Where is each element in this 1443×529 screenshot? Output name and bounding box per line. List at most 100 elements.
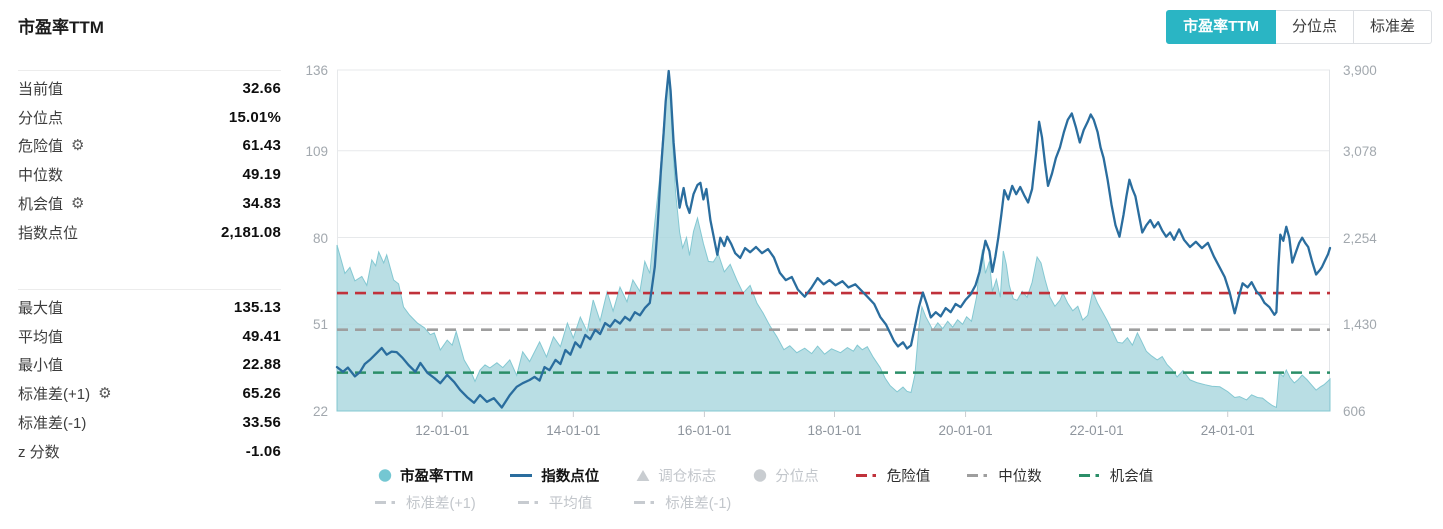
tab-pe-ttm[interactable]: 市盈率TTM xyxy=(1166,10,1276,44)
stat-row-mean: 平均值 49.41 xyxy=(18,322,281,351)
stat-value-median: 49.19 xyxy=(242,166,281,184)
legend-item-rebalance-flag[interactable]: 调仓标志 xyxy=(636,464,716,486)
stat-row-danger-value: 危险值 ⚙ 61.43 xyxy=(18,132,281,161)
x-axis-tick: 12-01-01 xyxy=(415,423,470,438)
legend-item-pe-ttm[interactable]: 市盈率TTM xyxy=(378,464,473,486)
legend-item-std-plus1[interactable]: 标准差(+1) xyxy=(375,491,476,513)
stat-value-index-level: 2,181.08 xyxy=(221,223,281,241)
stat-row-opportunity-value: 机会值 ⚙ 34.83 xyxy=(18,189,281,218)
stat-row-std-minus1: 标准差(-1) 33.56 xyxy=(18,408,281,437)
pe-ttm-area-series xyxy=(336,72,1331,412)
stat-value-min: 22.88 xyxy=(242,356,281,374)
circle-marker-icon xyxy=(753,468,767,482)
triangle-marker-icon xyxy=(636,469,650,482)
legend-item-opportunity-value[interactable]: 机会值 xyxy=(1078,464,1154,486)
y-axis-left-tick: 136 xyxy=(305,63,328,78)
stats-group-summary: 最大值 135.13 平均值 49.41 最小值 22.88 标准差(+1) ⚙ 65.26 标准… xyxy=(18,289,281,466)
stat-value-z-score: -1.06 xyxy=(245,442,281,460)
stat-value-max: 135.13 xyxy=(233,298,281,316)
line-marker-icon xyxy=(510,469,533,482)
circle-marker-icon xyxy=(378,468,392,482)
y-axis-left-tick: 80 xyxy=(312,230,328,246)
y-axis-right-tick: 1,430 xyxy=(1343,317,1377,333)
legend-label-opportunity-value: 机会值 xyxy=(1109,468,1154,485)
stat-label-opportunity-value: 机会值 xyxy=(18,196,64,214)
stat-label-mean: 平均值 xyxy=(18,328,64,346)
page-title: 市盈率TTM xyxy=(18,18,104,37)
y-axis-right-tick: 3,078 xyxy=(1343,143,1377,159)
stat-label-max: 最大值 xyxy=(18,299,64,317)
stat-value-current-value: 32.66 xyxy=(242,79,281,97)
y-axis-right-tick: 606 xyxy=(1343,404,1366,419)
x-axis-tick: 16-01-01 xyxy=(677,423,732,438)
stat-row-median: 中位数 49.19 xyxy=(18,160,281,189)
stat-value-std-plus1: 65.26 xyxy=(242,385,281,403)
legend-label-std-minus1: 标准差(-1) xyxy=(665,495,732,512)
x-axis-tick: 24-01-01 xyxy=(1200,423,1255,438)
stat-label-std-minus1: 标准差(-1) xyxy=(18,415,87,433)
stat-row-z-score: z 分数 -1.06 xyxy=(18,437,281,466)
stat-row-percentile: 分位点 15.01% xyxy=(18,103,281,132)
y-axis-right-tick: 3,900 xyxy=(1343,63,1377,78)
dash-dot-marker-icon xyxy=(967,469,990,482)
y-axis-right-tick: 2,254 xyxy=(1343,230,1377,246)
legend-item-median[interactable]: 中位数 xyxy=(967,464,1042,486)
legend-label-pe-ttm: 市盈率TTM xyxy=(400,468,474,485)
x-axis-tick: 20-01-01 xyxy=(938,423,993,438)
legend-label-std-plus1: 标准差(+1) xyxy=(406,495,476,512)
legend-label-median: 中位数 xyxy=(998,468,1042,485)
stat-row-std-plus1: 标准差(+1) ⚙ 65.26 xyxy=(18,379,281,408)
gear-icon[interactable]: ⚙ xyxy=(98,385,112,403)
y-axis-left-tick: 51 xyxy=(312,317,328,333)
x-axis-tick: 14-01-01 xyxy=(546,423,601,438)
legend-label-index-level: 指数点位 xyxy=(541,468,600,485)
x-axis-tick: 18-01-01 xyxy=(807,423,862,438)
chart-legend-row-1: 市盈率TTM 指数点位 调仓标志 分位点 危险值 中位数 机会值 xyxy=(378,464,1153,486)
stat-label-current-value: 当前值 xyxy=(18,80,64,98)
dash-dot-marker-icon xyxy=(634,496,657,509)
y-axis-left-tick: 109 xyxy=(305,143,328,159)
stat-label-index-level: 指数点位 xyxy=(18,224,79,242)
chart-legend-row-2: 标准差(+1) 平均值 标准差(-1) xyxy=(375,491,731,513)
chart-plot-area xyxy=(335,69,1332,417)
metric-tabs: 市盈率TTM 分位点 标准差 xyxy=(1166,10,1432,44)
stat-row-min: 最小值 22.88 xyxy=(18,351,281,380)
stat-value-danger-value: 61.43 xyxy=(242,137,281,155)
stat-label-danger-value: 危险值 xyxy=(18,138,64,156)
tab-percentile[interactable]: 分位点 xyxy=(1275,10,1354,44)
dash-dot-marker-icon xyxy=(375,496,398,509)
dash-dot-marker-icon xyxy=(1078,469,1102,482)
gear-icon[interactable]: ⚙ xyxy=(71,137,85,155)
legend-item-std-minus1[interactable]: 标准差(-1) xyxy=(634,491,731,513)
legend-label-rebalance-flag: 调仓标志 xyxy=(658,468,717,485)
legend-item-mean[interactable]: 平均值 xyxy=(517,491,593,513)
stat-row-max: 最大值 135.13 xyxy=(18,293,281,322)
legend-item-danger-value[interactable]: 危险值 xyxy=(855,464,931,486)
legend-item-index-level[interactable]: 指数点位 xyxy=(510,464,599,486)
stats-group-current: 当前值 32.66 分位点 15.01% 危险值 ⚙ 61.43 中位数 49.19 机会值 ⚙ 34… xyxy=(18,70,281,247)
y-axis-left-tick: 22 xyxy=(312,404,328,419)
legend-label-mean: 平均值 xyxy=(548,495,593,512)
stat-value-mean: 49.41 xyxy=(242,327,281,345)
gear-icon[interactable]: ⚙ xyxy=(71,195,85,213)
dash-dot-marker-icon xyxy=(517,496,541,509)
dual-axis-chart xyxy=(335,69,1332,417)
x-axis-tick: 22-01-01 xyxy=(1069,423,1124,438)
legend-label-danger-value: 危险值 xyxy=(886,468,931,485)
dash-dot-marker-icon xyxy=(855,469,879,482)
stat-label-percentile: 分位点 xyxy=(18,109,64,127)
stat-value-percentile: 15.01% xyxy=(228,108,281,126)
index-line-series xyxy=(335,69,1332,409)
tab-std-dev[interactable]: 标准差 xyxy=(1353,10,1432,44)
stat-label-min: 最小值 xyxy=(18,357,64,375)
stat-label-std-plus1: 标准差(+1) xyxy=(18,386,91,404)
stat-row-index-level: 指数点位 2,181.08 xyxy=(18,218,281,247)
stat-label-median: 中位数 xyxy=(18,167,64,185)
stat-row-current-value: 当前值 32.66 xyxy=(18,74,281,103)
stat-value-std-minus1: 33.56 xyxy=(242,414,281,432)
legend-item-percentile[interactable]: 分位点 xyxy=(753,464,819,486)
stat-value-opportunity-value: 34.83 xyxy=(242,195,281,213)
stat-label-z-score: z 分数 xyxy=(18,443,60,461)
legend-label-percentile: 分位点 xyxy=(775,468,819,485)
